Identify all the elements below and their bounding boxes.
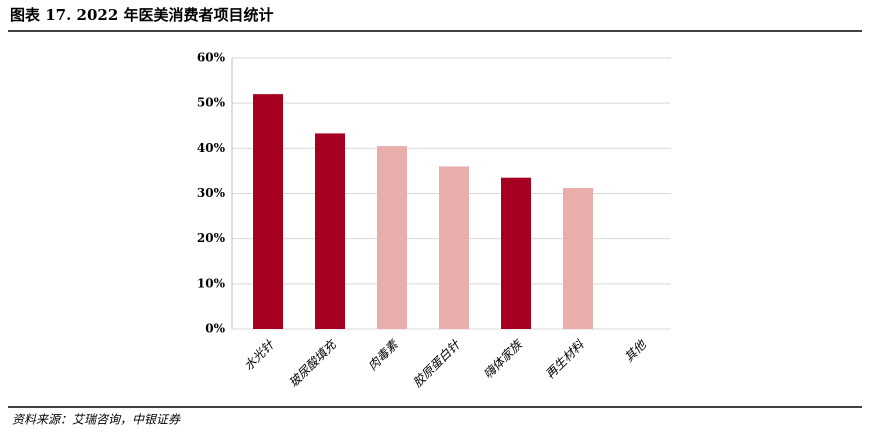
chart-title: 图表 17. 2022 年医美消费者项目统计 [10, 6, 274, 24]
x-tick-label: 再生材料 [543, 337, 588, 382]
bar [315, 133, 345, 329]
y-tick-label: 40% [197, 141, 226, 155]
y-tick-label: 30% [197, 186, 226, 200]
bar [501, 177, 531, 329]
source-note: 资料来源：艾瑞咨询，中银证券 [12, 413, 181, 427]
bar [439, 166, 469, 329]
bar [253, 94, 283, 329]
y-tick-label: 60% [197, 51, 226, 65]
x-tick-label: 其他 [622, 336, 650, 364]
y-tick-label: 50% [197, 96, 226, 110]
y-tick-label: 10% [197, 276, 226, 290]
y-tick-label: 20% [197, 231, 226, 245]
bar [377, 146, 407, 329]
x-tick-label: 水光针 [241, 337, 277, 373]
x-tick-label: 肉毒素 [365, 336, 402, 373]
x-tick-label: 玻尿酸填充 [286, 336, 340, 390]
bar [563, 188, 593, 329]
x-tick-label: 胶原蛋白针 [410, 337, 463, 390]
x-tick-label: 嗨体家族 [481, 336, 526, 381]
y-tick-label: 0% [205, 322, 225, 336]
